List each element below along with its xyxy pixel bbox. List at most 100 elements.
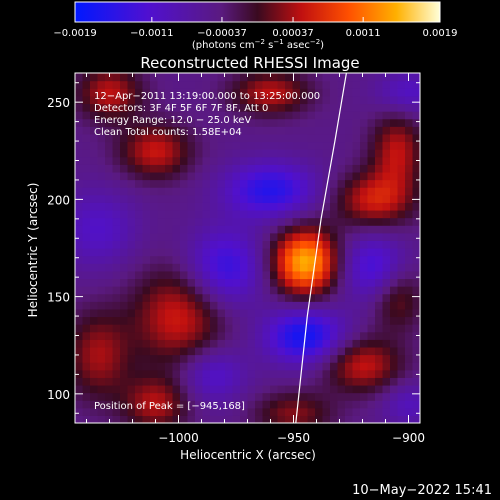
heatmap-cell: [165, 187, 174, 196]
heatmap-cell: [90, 80, 99, 89]
heatmap-cell: [307, 308, 316, 318]
heatmap-cell: [375, 171, 384, 181]
heatmap-cell: [262, 354, 271, 363]
heatmap-cell: [172, 270, 181, 280]
heatmap-cell: [412, 133, 420, 143]
heatmap-cell: [75, 80, 84, 89]
heatmap-cell: [187, 187, 196, 196]
heatmap-cell: [90, 156, 99, 165]
heatmap-cell: [180, 248, 189, 257]
heatmap-cell: [112, 362, 121, 371]
heatmap-cell: [142, 95, 151, 105]
heatmap-cell: [180, 400, 189, 409]
heatmap-cell: [277, 126, 286, 135]
heatmap-cell: [105, 339, 114, 348]
heatmap-cell: [217, 301, 226, 310]
heatmap-cell: [405, 187, 414, 196]
heatmap-cell: [307, 415, 316, 423]
heatmap-cell: [390, 392, 399, 401]
heatmap-cell: [217, 263, 226, 272]
heatmap-cell: [127, 232, 136, 241]
heatmap-cell: [180, 308, 189, 318]
heatmap-cell: [225, 415, 234, 423]
heatmap-cell: [307, 316, 316, 325]
heatmap-cell: [315, 171, 324, 181]
heatmap-cell: [202, 209, 211, 219]
heatmap-cell: [210, 278, 219, 287]
heatmap-cell: [97, 407, 106, 416]
heatmap-cell: [367, 301, 376, 310]
heatmap-cell: [210, 301, 219, 310]
heatmap-cell: [300, 400, 309, 409]
heatmap-cell: [390, 73, 399, 82]
heatmap-cell: [405, 407, 414, 416]
heatmap-cell: [337, 301, 346, 310]
heatmap-cell: [157, 111, 166, 120]
heatmap-cell: [180, 118, 189, 127]
heatmap-cell: [405, 316, 414, 325]
heatmap-cell: [210, 270, 219, 280]
heatmap-cell: [120, 171, 129, 181]
heatmap-cell: [82, 400, 91, 409]
heatmap-cell: [382, 126, 391, 135]
heatmap-cell: [412, 293, 420, 302]
heatmap-cell: [285, 362, 294, 371]
heatmap-cell: [172, 308, 181, 318]
heatmap-cell: [270, 225, 279, 234]
heatmap-cell: [300, 179, 309, 188]
heatmap-cell: [382, 95, 391, 105]
heatmap-cell: [112, 354, 121, 363]
heatmap-cell: [120, 293, 129, 302]
heatmap-cell: [390, 111, 399, 120]
heatmap-cell: [397, 126, 406, 135]
heatmap-cell: [135, 80, 144, 89]
heatmap-cell: [165, 248, 174, 257]
heatmap-cell: [157, 232, 166, 241]
heatmap-cell: [75, 118, 84, 127]
heatmap-cell: [360, 346, 369, 356]
heatmap-cell: [405, 179, 414, 188]
heatmap-cell: [105, 278, 114, 287]
heatmap-cell: [277, 324, 286, 333]
heatmap-cell: [217, 171, 226, 181]
heatmap-cell: [210, 118, 219, 127]
heatmap-cell: [360, 248, 369, 257]
heatmap-cell: [202, 118, 211, 127]
heatmap-cell: [165, 133, 174, 143]
heatmap-cell: [315, 164, 324, 173]
heatmap-cell: [375, 126, 384, 135]
heatmap-cell: [82, 362, 91, 371]
heatmap-cell: [240, 293, 249, 302]
heatmap-cell: [405, 232, 414, 241]
heatmap-cell: [277, 316, 286, 325]
heatmap-cell: [255, 384, 264, 394]
heatmap-cell: [345, 171, 354, 181]
heatmap-cell: [150, 103, 159, 112]
heatmap-cell: [352, 270, 361, 280]
heatmap-cell: [195, 400, 204, 409]
heatmap-cell: [330, 73, 339, 82]
heatmap-cell: [150, 133, 159, 143]
annotation-clean: Clean Total counts: 1.58E+04: [94, 127, 242, 138]
heatmap-cell: [397, 369, 406, 378]
heatmap-cell: [157, 255, 166, 264]
heatmap-cell: [142, 324, 151, 333]
heatmap-cell: [150, 392, 159, 401]
heatmap-cell: [90, 308, 99, 318]
heatmap-cell: [255, 362, 264, 371]
heatmap-cell: [127, 187, 136, 196]
heatmap-cell: [292, 384, 301, 394]
heatmap-cell: [247, 316, 256, 325]
heatmap-cell: [292, 179, 301, 188]
heatmap-cell: [142, 293, 151, 302]
heatmap-cell: [337, 324, 346, 333]
heatmap-cell: [292, 225, 301, 234]
heatmap-cell: [390, 324, 399, 333]
heatmap-cell: [172, 384, 181, 394]
heatmap-cell: [375, 95, 384, 105]
heatmap-cell: [210, 232, 219, 241]
heatmap-cell: [397, 415, 406, 423]
heatmap-cell: [330, 316, 339, 325]
heatmap-cell: [247, 248, 256, 257]
heatmap-cell: [202, 255, 211, 264]
